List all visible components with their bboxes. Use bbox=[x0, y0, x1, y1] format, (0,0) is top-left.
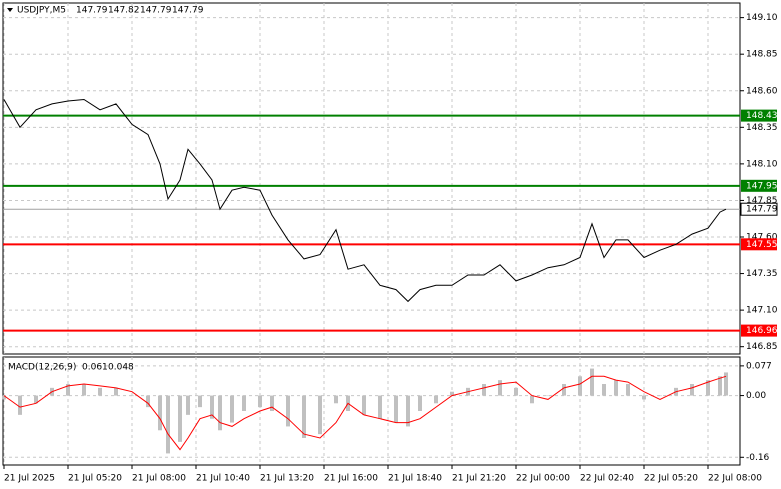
histogram-bar bbox=[378, 395, 382, 419]
y-tick-label: 0.077 bbox=[746, 361, 772, 371]
histogram-bar bbox=[258, 395, 262, 408]
x-tick-label: 22 Jul 05:20 bbox=[644, 474, 698, 484]
histogram-bar bbox=[690, 384, 694, 396]
histogram-bar bbox=[718, 376, 722, 396]
histogram-bar bbox=[230, 395, 234, 423]
x-tick-label: 21 Jul 18:40 bbox=[388, 474, 442, 484]
y-tick-label: 148.85 bbox=[746, 50, 778, 60]
histogram-bar bbox=[498, 380, 502, 396]
histogram-bar bbox=[394, 395, 398, 423]
y-tick-label: 147.10 bbox=[746, 306, 778, 316]
x-tick-label: 21 Jul 2025 bbox=[4, 474, 55, 484]
y-tick-label: 147.60 bbox=[746, 233, 778, 243]
histogram-bar bbox=[418, 395, 422, 411]
histogram-bar bbox=[724, 372, 728, 396]
histogram-bar bbox=[66, 384, 70, 396]
macd-panel bbox=[2, 356, 741, 466]
histogram-bar bbox=[362, 395, 366, 415]
histogram-bar bbox=[562, 384, 566, 396]
y-tick-label: 147.85 bbox=[746, 196, 778, 206]
histogram-bar bbox=[514, 387, 518, 396]
y-tick-label: 146.85 bbox=[746, 342, 778, 352]
histogram-bar bbox=[270, 395, 274, 411]
level-label: 147.55 bbox=[746, 240, 778, 250]
x-tick-label: 21 Jul 05:20 bbox=[68, 474, 122, 484]
histogram-bar bbox=[334, 395, 338, 404]
histogram-bar bbox=[626, 384, 630, 396]
current-price-box bbox=[740, 202, 778, 216]
y-tick-label: 148.10 bbox=[746, 159, 778, 169]
x-tick-label: 21 Jul 21:20 bbox=[452, 474, 506, 484]
level-label: 146.96 bbox=[746, 326, 778, 336]
histogram-bar bbox=[578, 376, 582, 396]
y-tick-label: 149.10 bbox=[746, 13, 778, 23]
x-tick-label: 22 Jul 08:00 bbox=[708, 474, 762, 484]
histogram-bar bbox=[82, 384, 86, 396]
level-label-box bbox=[741, 179, 777, 192]
histogram-bar bbox=[590, 368, 594, 396]
x-tick-label: 21 Jul 13:20 bbox=[260, 474, 314, 484]
level-label-box bbox=[741, 324, 777, 337]
x-tick-label: 22 Jul 00:00 bbox=[516, 474, 570, 484]
histogram-bar bbox=[178, 395, 182, 442]
level-label: 147.95 bbox=[746, 181, 778, 191]
histogram-bar bbox=[658, 395, 662, 397]
histogram-bar bbox=[166, 395, 170, 454]
histogram-bar bbox=[218, 395, 222, 431]
y-tick-label: -0.16 bbox=[746, 453, 770, 463]
level-label: 148.43 bbox=[746, 111, 778, 121]
price-panel bbox=[2, 2, 741, 355]
histogram-bar bbox=[286, 395, 290, 427]
histogram-bar bbox=[706, 380, 710, 396]
macd-value: 0.061 bbox=[82, 363, 108, 373]
level-label-box bbox=[741, 238, 777, 251]
y-tick-label: 148.60 bbox=[746, 86, 778, 96]
histogram-bar bbox=[546, 395, 550, 397]
histogram-bar bbox=[186, 395, 190, 415]
histogram-bar bbox=[146, 395, 150, 408]
x-tick-label: 21 Jul 16:00 bbox=[324, 474, 378, 484]
x-tick-label: 21 Jul 08:00 bbox=[132, 474, 186, 484]
y-tick-label: 148.35 bbox=[746, 123, 778, 133]
histogram-bar bbox=[482, 384, 486, 396]
histogram-bar bbox=[98, 387, 102, 396]
histogram-bar bbox=[530, 395, 534, 404]
histogram-bar bbox=[198, 395, 202, 408]
histogram-bar bbox=[18, 395, 22, 415]
level-label-box bbox=[741, 109, 777, 122]
ohlc-open: 147.79 bbox=[76, 6, 108, 16]
histogram-bar bbox=[406, 395, 410, 427]
histogram-bar bbox=[318, 395, 322, 435]
macd-title: MACD(12,26,9) bbox=[8, 363, 76, 373]
histogram-bar bbox=[114, 387, 118, 396]
series-line bbox=[3, 375, 727, 451]
series-line bbox=[3, 98, 727, 303]
y-tick-label: 147.35 bbox=[746, 269, 778, 279]
histogram-bar bbox=[450, 391, 454, 396]
y-tick-label: 0.00 bbox=[746, 391, 766, 401]
x-tick-label: 21 Jul 10:40 bbox=[196, 474, 250, 484]
histogram-bar bbox=[642, 395, 646, 400]
histogram-bar bbox=[130, 395, 134, 397]
ohlc-high: 147.82 bbox=[108, 6, 140, 16]
histogram-bar bbox=[434, 395, 438, 404]
histogram-bar bbox=[614, 380, 618, 396]
histogram-bar bbox=[2, 395, 6, 400]
symbol-arrow bbox=[7, 8, 13, 12]
ohlc-close: 147.79 bbox=[172, 6, 204, 16]
histogram-bar bbox=[602, 384, 606, 396]
histogram-bar bbox=[158, 395, 162, 431]
signal-value: 0.048 bbox=[108, 363, 134, 373]
current-price-label: 147.79 bbox=[746, 205, 778, 215]
histogram-bar bbox=[34, 395, 38, 404]
histogram-bar bbox=[302, 395, 306, 438]
histogram-bar bbox=[242, 395, 246, 411]
x-tick-label: 22 Jul 02:40 bbox=[580, 474, 634, 484]
symbol: USDJPY,M5 bbox=[17, 6, 66, 16]
ohlc-low: 147.79 bbox=[140, 6, 172, 16]
histogram-bar bbox=[210, 395, 214, 419]
